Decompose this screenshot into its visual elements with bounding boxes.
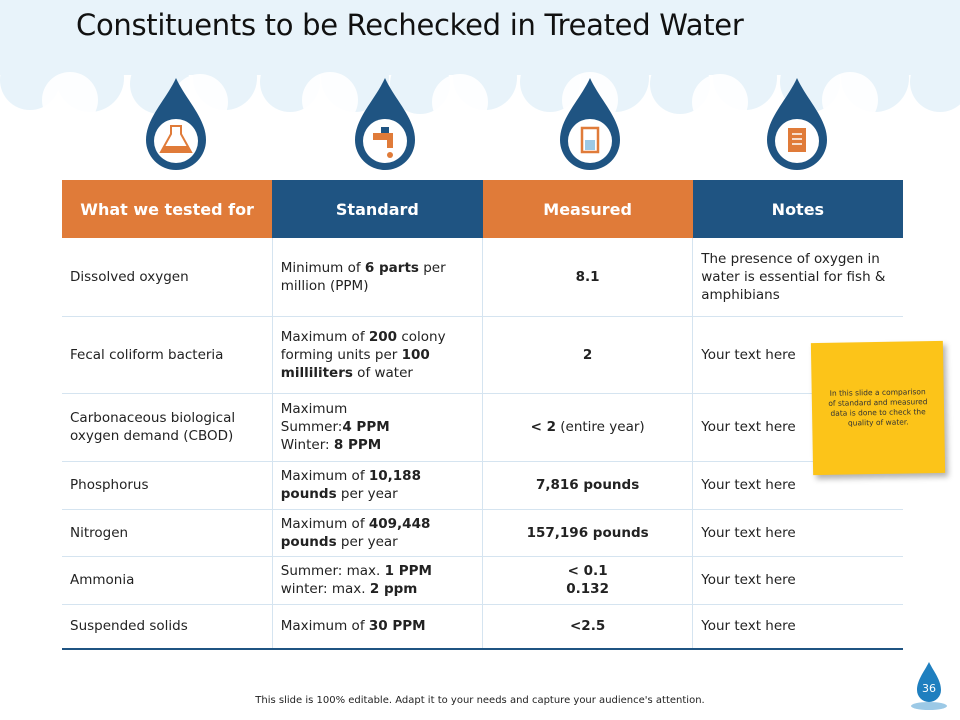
table-cell: Minimum of 6 parts per million (PPM) <box>272 238 484 317</box>
table-cell: Fecal coliform bacteria <box>62 316 273 394</box>
page-number: 36 <box>922 682 936 695</box>
text-run: 409,448 pounds <box>280 515 431 550</box>
page-badge <box>911 662 947 710</box>
text-run: per million (PPM) <box>280 259 446 294</box>
column-header: Measured <box>482 180 693 238</box>
text-run: of water <box>352 364 413 381</box>
text-run: (entire year) <box>555 419 645 435</box>
text-run: < 0.1 0.132 <box>566 563 609 597</box>
text-run: 7,816 pounds <box>535 477 640 493</box>
table-cell: Carbonaceous biological oxygen demand (C… <box>62 393 273 462</box>
text-run: 10,188 pounds <box>280 468 421 502</box>
table-cell: Summer: max. 1 PPM winter: max. 2 ppm <box>272 556 484 605</box>
text-run: <2.5 <box>570 618 606 635</box>
table-cell: Maximum of 200 colony forming units per … <box>272 316 484 394</box>
text-run: 1 PPM <box>384 563 432 579</box>
sticky-note: In this slide a comparison of standard a… <box>810 340 946 476</box>
table-cell: Suspended solids <box>62 604 273 650</box>
table-cell: Your text here <box>692 556 903 605</box>
background <box>0 0 960 170</box>
text-run: per year <box>336 486 398 502</box>
footer-text: This slide is 100% editable. Adapt it to… <box>255 695 705 706</box>
table-cell: Dissolved oxygen <box>62 238 273 317</box>
table: What we tested for Standard Measured Notes … <box>62 180 903 650</box>
table-cell: Your text here <box>692 604 903 650</box>
table-row: Suspended solids Maximum of 30 PPM <2.5 You… <box>62 604 903 650</box>
text-run: 200 <box>368 328 398 345</box>
text-run: winter: max. <box>280 581 366 597</box>
table-cell: Nitrogen <box>62 509 273 557</box>
text-run: Maximum of <box>280 515 369 532</box>
table-cell: < 0.1 0.132 <box>482 556 694 605</box>
text-run: 30 PPM <box>368 618 426 635</box>
table-cell: Maximum of 10,188 pounds per year <box>272 461 484 510</box>
text-run: 6 parts <box>364 259 419 276</box>
table-row: Phosphorus Maximum of 10,188 pounds per y… <box>62 461 903 510</box>
text-run: Maximum of <box>280 328 369 345</box>
text-run: 8 PPM <box>333 437 382 453</box>
table-cell: Your text here <box>692 509 903 557</box>
drop-icons <box>146 78 827 170</box>
text-run: Maximum of <box>280 618 369 635</box>
table-row: Nitrogen Maximum of 409,448 pounds per ye… <box>62 509 903 557</box>
text-run: per year <box>336 533 398 550</box>
text-run: colony forming units per <box>280 328 446 363</box>
table-row: Dissolved oxygen Minimum of 6 parts per m… <box>62 238 903 317</box>
table-cell: 7,816 pounds <box>482 461 694 510</box>
table-cell: 157,196 pounds <box>482 509 694 557</box>
text-run: 100 milliliters <box>280 346 430 381</box>
text-run: Maximum of <box>280 468 369 484</box>
text-run: Maximum Summer: <box>280 401 348 435</box>
table-row: Ammonia Summer: max. 1 PPM winter: max. 2… <box>62 556 903 605</box>
table-cell: Ammonia <box>62 556 273 605</box>
table-cell: <2.5 <box>482 604 694 650</box>
text-run: Summer: max. <box>280 563 385 579</box>
text-run: 2 ppm <box>369 581 418 597</box>
text-run: Minimum of <box>280 259 365 276</box>
table-cell: 8.1 <box>482 238 694 317</box>
text-run: Winter: <box>280 437 330 453</box>
table-row: Carbonaceous biological oxygen demand (C… <box>62 393 903 462</box>
table-cell: Phosphorus <box>62 461 273 510</box>
text-run: 2 <box>582 346 593 363</box>
table-cell: < 2 (entire year) <box>482 393 694 462</box>
table-cell: Your text here <box>692 461 903 510</box>
column-header: Notes <box>692 180 903 238</box>
title: Constituents to be Rechecked in Treated … <box>76 8 744 42</box>
text-run: 8.1 <box>575 268 600 285</box>
table-cell: 2 <box>482 316 694 394</box>
table-row: Fecal coliform bacteria Maximum of 200 co… <box>62 316 903 394</box>
text-run: 4 PPM <box>342 419 390 435</box>
table-cell: The presence of oxygen in water is essen… <box>692 238 903 317</box>
text-run: 157,196 pounds <box>526 524 649 541</box>
text-run: < 2 <box>530 419 556 435</box>
table-cell: Maximum of 409,448 pounds per year <box>272 509 484 557</box>
column-header: What we tested for <box>62 180 273 238</box>
table-cell: Maximum of 30 PPM <box>272 604 484 650</box>
table-cell: Maximum Summer:4 PPM Winter: 8 PPM <box>272 393 484 462</box>
column-header: Standard <box>272 180 483 238</box>
